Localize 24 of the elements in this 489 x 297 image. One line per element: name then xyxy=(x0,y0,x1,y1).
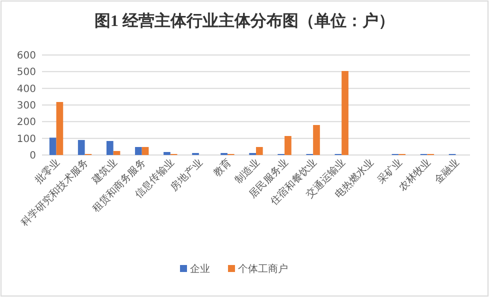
bar xyxy=(56,102,64,155)
y-tick-label: 400 xyxy=(16,84,36,95)
x-tick-label: 金融业 xyxy=(432,156,462,186)
y-tick-label: 100 xyxy=(16,134,36,145)
bar xyxy=(113,151,120,155)
bar xyxy=(106,141,114,155)
bar xyxy=(135,147,142,155)
bar xyxy=(313,125,320,155)
bar xyxy=(342,71,348,155)
bar xyxy=(256,147,263,155)
bar xyxy=(78,140,85,155)
y-tick-label: 600 xyxy=(16,50,36,62)
y-tick-label: 300 xyxy=(16,100,36,112)
y-tick-label: 200 xyxy=(16,117,36,128)
bar xyxy=(164,152,170,155)
chart-title: 图1 经营主体行业主体分布图（单位：户） xyxy=(94,11,394,30)
legend-label: 企业 xyxy=(190,263,210,275)
bar xyxy=(49,138,56,155)
y-tick-label: 500 xyxy=(16,67,36,78)
bar xyxy=(142,147,149,155)
legend-label: 个体工商户 xyxy=(238,263,288,275)
x-tick-label: 教育 xyxy=(210,156,234,180)
y-tick-label: 0 xyxy=(30,150,36,162)
bar xyxy=(284,136,292,155)
